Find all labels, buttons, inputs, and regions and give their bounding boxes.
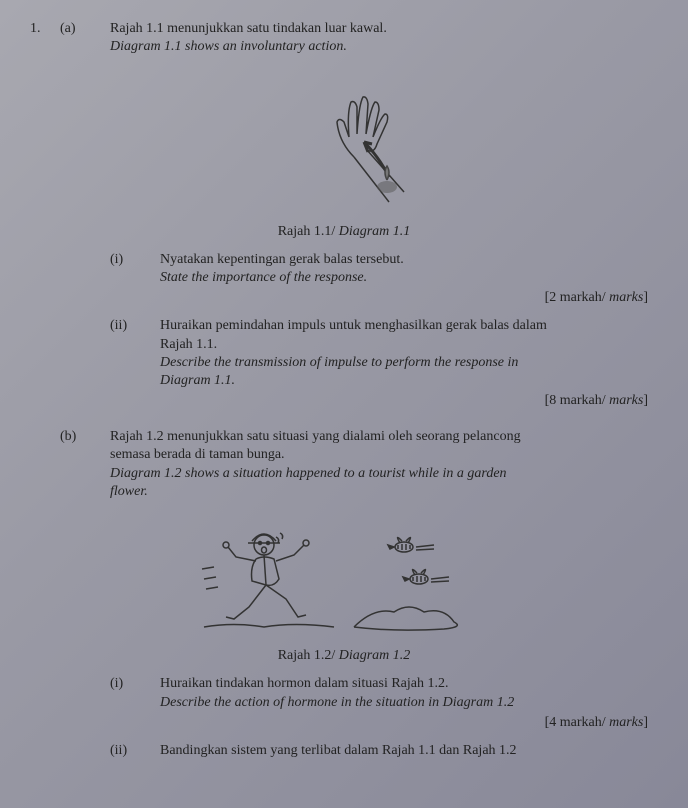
- caption-1-2: Rajah 1.2/ Diagram 1.2: [30, 647, 658, 665]
- exam-page: 1. (a) Rajah 1.1 menunjukkan satu tindak…: [0, 0, 688, 760]
- diagram-1-1: [30, 62, 658, 218]
- caption-1-2-my: Rajah 1.2/: [278, 648, 336, 663]
- a-i-en: State the importance of the response.: [160, 269, 658, 287]
- hand-flame-icon: [269, 62, 419, 212]
- a-ii-my1: Huraikan pemindahan impuls untuk menghas…: [160, 317, 658, 335]
- b-intro-en2: flower.: [110, 483, 658, 501]
- tourist-bees-icon: [194, 507, 494, 637]
- b-i-my: Huraikan tindakan hormon dalam situasi R…: [160, 675, 658, 693]
- a-i-marks: [2 markah/ marks]: [30, 289, 658, 307]
- caption-1-1-en: Diagram 1.1: [335, 224, 410, 239]
- caption-1-1: Rajah 1.1/ Diagram 1.1: [30, 223, 658, 241]
- b-ii-label: (ii): [110, 742, 160, 760]
- question-number: 1.: [30, 20, 60, 38]
- a-ii-label: (ii): [110, 317, 160, 335]
- a-ii-body: Huraikan pemindahan impuls untuk menghas…: [160, 317, 658, 390]
- b-intro-my1: Rajah 1.2 menunjukkan satu situasi yang …: [110, 428, 658, 446]
- a-ii-row: (ii) Huraikan pemindahan impuls untuk me…: [110, 317, 658, 390]
- diagram-1-2: [30, 507, 658, 643]
- a-i-body: Nyatakan kepentingan gerak balas tersebu…: [160, 251, 658, 287]
- a-ii-en1: Describe the transmission of impulse to …: [160, 354, 658, 372]
- b-i-row: (i) Huraikan tindakan hormon dalam situa…: [110, 675, 658, 711]
- q1-header-row: 1. (a) Rajah 1.1 menunjukkan satu tindak…: [30, 20, 658, 56]
- b-ii-row: (ii) Bandingkan sistem yang terlibat dal…: [110, 742, 658, 760]
- b-intro-en1: Diagram 1.2 shows a situation happened t…: [110, 465, 658, 483]
- b-i-en: Describe the action of hormone in the si…: [160, 694, 658, 712]
- b-i-body: Huraikan tindakan hormon dalam situasi R…: [160, 675, 658, 711]
- a-i-my: Nyatakan kepentingan gerak balas tersebu…: [160, 251, 658, 269]
- part-b-intro: Rajah 1.2 menunjukkan satu situasi yang …: [110, 428, 658, 501]
- a-i-row: (i) Nyatakan kepentingan gerak balas ter…: [110, 251, 658, 287]
- part-b-label: (b): [60, 428, 110, 446]
- b-i-label: (i): [110, 675, 160, 693]
- a-ii-en2: Diagram 1.1.: [160, 372, 658, 390]
- caption-1-1-my: Rajah 1.1/: [278, 224, 336, 239]
- caption-1-2-en: Diagram 1.2: [335, 648, 410, 663]
- b-ii-body: Bandingkan sistem yang terlibat dalam Ra…: [160, 742, 658, 760]
- part-a-label: (a): [60, 20, 110, 38]
- a-ii-marks: [8 markah/ marks]: [30, 392, 658, 410]
- b-i-marks: [4 markah/ marks]: [30, 714, 658, 732]
- part-b-row: (b) Rajah 1.2 menunjukkan satu situasi y…: [60, 428, 658, 501]
- b-ii-my: Bandingkan sistem yang terlibat dalam Ra…: [160, 742, 658, 760]
- part-a-intro: Rajah 1.1 menunjukkan satu tindakan luar…: [110, 20, 658, 56]
- a-ii-my2: Rajah 1.1.: [160, 336, 658, 354]
- a-intro-en: Diagram 1.1 shows an involuntary action.: [110, 38, 658, 56]
- b-intro-my2: semasa berada di taman bunga.: [110, 446, 658, 464]
- a-i-label: (i): [110, 251, 160, 269]
- a-intro-my: Rajah 1.1 menunjukkan satu tindakan luar…: [110, 20, 658, 38]
